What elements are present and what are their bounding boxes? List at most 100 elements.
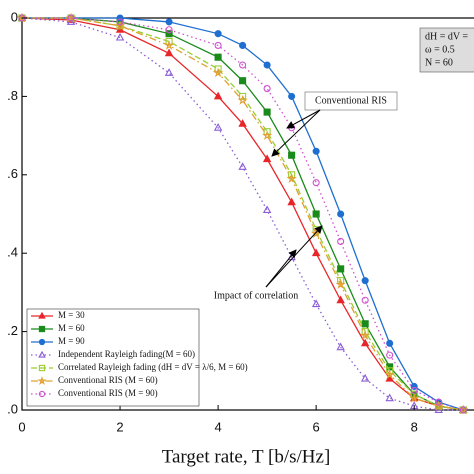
marker [263,61,271,69]
x-tick-label: 0 [18,419,25,434]
marker [239,61,247,69]
marker [164,68,174,76]
marker [37,376,47,385]
annotation-box [304,91,398,111]
series-line [22,17,464,411]
arrow [286,109,321,129]
marker [384,369,395,380]
x-tick-label: 2 [116,419,123,434]
marker [337,237,345,245]
marker [385,373,394,382]
marker [38,311,46,319]
marker [38,390,46,398]
marker [261,130,273,140]
marker [410,386,418,394]
marker [263,85,271,93]
marker [361,277,369,285]
marker [360,373,370,382]
annotation: Impact of correlation [214,290,298,301]
marker [115,32,125,41]
marker [38,364,46,372]
marker [337,265,345,273]
param-text: N = 60 [425,57,453,68]
x-axis-label: Target rate, T [b/s/Hz] [162,446,331,467]
y-tick-label: .4 [7,245,18,260]
marker [38,350,46,358]
marker [312,147,320,155]
marker [164,48,174,57]
legend-label: Independent Rayleigh fading(M = 60) [58,349,195,359]
legend-label: Conventional RIS (M = 90) [58,388,158,398]
annotation-box [208,288,304,304]
marker [38,325,46,333]
marker [288,151,296,159]
legend-label: Conventional RIS (M = 60) [58,375,158,385]
marker [67,14,75,22]
legend-label: M = 90 [58,336,85,346]
marker [286,173,297,184]
y-tick-label: .0 [7,401,18,416]
marker [213,123,223,131]
arrow [265,225,323,288]
marker [262,154,272,163]
x-tick-label: 6 [313,419,320,434]
marker [336,342,345,351]
marker [459,406,467,414]
marker [409,392,420,403]
marker [38,338,46,346]
legend-label: M = 30 [58,310,85,320]
legend-label: M = 60 [58,323,85,333]
marker [214,30,222,38]
marker [165,37,173,46]
legend-box [26,308,200,407]
marker [433,400,444,411]
marker [287,197,296,206]
marker [312,210,320,218]
marker [165,30,173,38]
marker [165,18,173,26]
marker [361,320,369,328]
marker [214,53,222,61]
marker [163,40,175,50]
marker [237,94,248,105]
y-tick-label: .8 [7,88,18,103]
legend-label: Correlated Rayleigh fading (dH = dV = λ/… [58,362,248,372]
marker [335,279,346,289]
y-tick-label: 0 [11,9,18,24]
marker [214,65,222,73]
marker [360,338,370,347]
plot-frame [21,17,474,411]
marker [311,248,321,257]
y-tick-label: .6 [7,166,18,181]
arrow [271,109,321,157]
marker [214,41,222,49]
marker [385,393,394,402]
marker [116,18,124,26]
param-box [419,27,474,73]
marker [386,351,394,359]
marker [386,339,394,347]
marker [239,77,247,85]
annotation: Conventional RIS [315,95,387,106]
x-tick-label: 4 [214,419,221,434]
param-text: dH = dV = [425,31,468,42]
marker [262,205,272,214]
marker [312,179,320,187]
marker [337,210,345,218]
marker [263,108,271,116]
marker [165,26,173,34]
marker [213,91,223,100]
x-tick-label: 8 [411,419,418,434]
marker [212,67,224,78]
marker [114,20,126,31]
marker [288,92,296,100]
marker [360,330,371,340]
param-text: ω = 0.5 [425,44,455,55]
marker [410,390,418,398]
marker [361,296,369,304]
marker [238,162,247,170]
marker [238,119,247,127]
marker [239,41,247,49]
y-tick-label: .2 [7,323,18,338]
